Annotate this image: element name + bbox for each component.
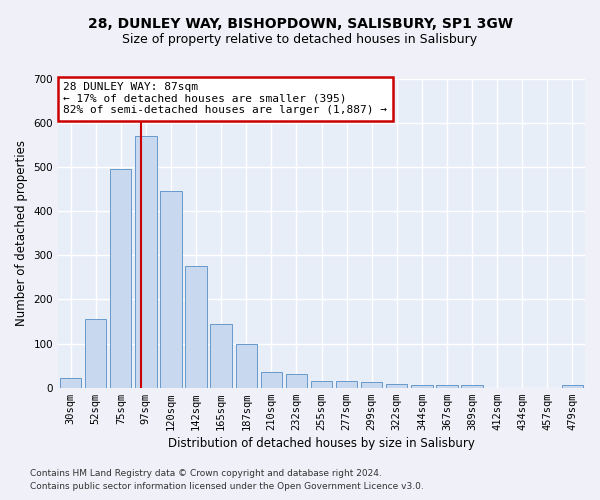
Bar bbox=[85, 320, 106, 388]
Text: 28, DUNLEY WAY, BISHOPDOWN, SALISBURY, SP1 3GW: 28, DUNLEY WAY, BISHOPDOWN, SALISBURY, S… bbox=[88, 18, 512, 32]
Bar bbox=[211, 324, 232, 388]
Bar bbox=[236, 344, 257, 388]
Text: Contains HM Land Registry data © Crown copyright and database right 2024.: Contains HM Land Registry data © Crown c… bbox=[30, 468, 382, 477]
Bar bbox=[311, 380, 332, 388]
Bar bbox=[160, 192, 182, 388]
Y-axis label: Number of detached properties: Number of detached properties bbox=[15, 140, 28, 326]
Bar bbox=[185, 266, 207, 388]
Text: Contains public sector information licensed under the Open Government Licence v3: Contains public sector information licen… bbox=[30, 482, 424, 491]
Bar bbox=[135, 136, 157, 388]
Bar bbox=[436, 386, 458, 388]
Bar bbox=[562, 384, 583, 388]
Bar bbox=[60, 378, 81, 388]
Text: Size of property relative to detached houses in Salisbury: Size of property relative to detached ho… bbox=[122, 32, 478, 46]
Bar bbox=[110, 170, 131, 388]
Bar bbox=[286, 374, 307, 388]
Bar bbox=[386, 384, 407, 388]
Bar bbox=[461, 386, 483, 388]
Bar bbox=[361, 382, 382, 388]
X-axis label: Distribution of detached houses by size in Salisbury: Distribution of detached houses by size … bbox=[168, 437, 475, 450]
Bar bbox=[411, 384, 433, 388]
Bar bbox=[260, 372, 282, 388]
Bar bbox=[336, 381, 357, 388]
Text: 28 DUNLEY WAY: 87sqm
← 17% of detached houses are smaller (395)
82% of semi-deta: 28 DUNLEY WAY: 87sqm ← 17% of detached h… bbox=[64, 82, 388, 116]
